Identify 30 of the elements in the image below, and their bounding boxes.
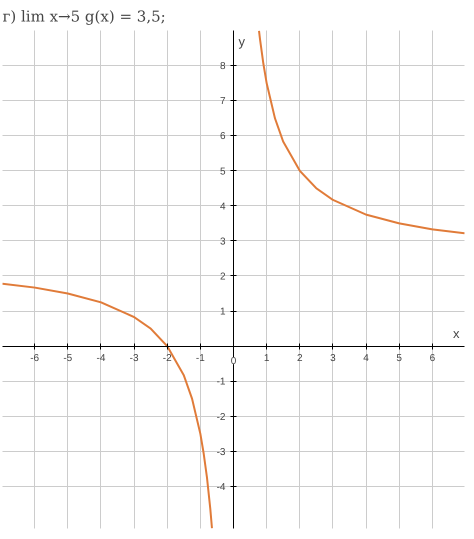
x-tick-label: -1 bbox=[196, 353, 206, 364]
x-tick-label: 0 bbox=[230, 356, 237, 368]
x-tick-label: 3 bbox=[330, 353, 336, 364]
x-tick-label: 4 bbox=[363, 353, 370, 364]
x-tick-label: -6 bbox=[30, 353, 40, 364]
x-tick-label: -5 bbox=[63, 353, 73, 364]
y-tick-label: -4 bbox=[216, 482, 226, 493]
y-tick-label: 4 bbox=[220, 201, 226, 212]
x-tick-label: -4 bbox=[96, 353, 106, 364]
x-tick-label: 6 bbox=[430, 353, 436, 364]
x-tick-label: 1 bbox=[264, 353, 270, 364]
y-axis-title: y bbox=[238, 34, 246, 50]
x-tick-label: -2 bbox=[162, 353, 172, 364]
y-tick-label: 3 bbox=[220, 236, 226, 248]
y-tick-label: -1 bbox=[216, 376, 226, 388]
y-tick-label: 2 bbox=[220, 271, 226, 282]
line-series bbox=[2, 282, 213, 528]
chart-title: г) lim x→5 g(x) = 3,5; bbox=[2, 8, 166, 26]
y-tick-label: 6 bbox=[220, 131, 226, 142]
y-tick-label: 8 bbox=[220, 61, 226, 72]
x-tick-label: 2 bbox=[297, 353, 304, 364]
y-tick-label: 5 bbox=[220, 166, 226, 178]
x-tick-label: 5 bbox=[396, 353, 402, 364]
x-tick-label: -3 bbox=[130, 353, 139, 364]
y-tick-label: -2 bbox=[216, 412, 226, 423]
line-series bbox=[258, 30, 464, 234]
y-tick-label: 7 bbox=[220, 96, 226, 108]
y-tick-label: -3 bbox=[216, 446, 226, 458]
x-axis-title: x bbox=[453, 326, 460, 341]
y-tick-label: 1 bbox=[220, 306, 226, 318]
